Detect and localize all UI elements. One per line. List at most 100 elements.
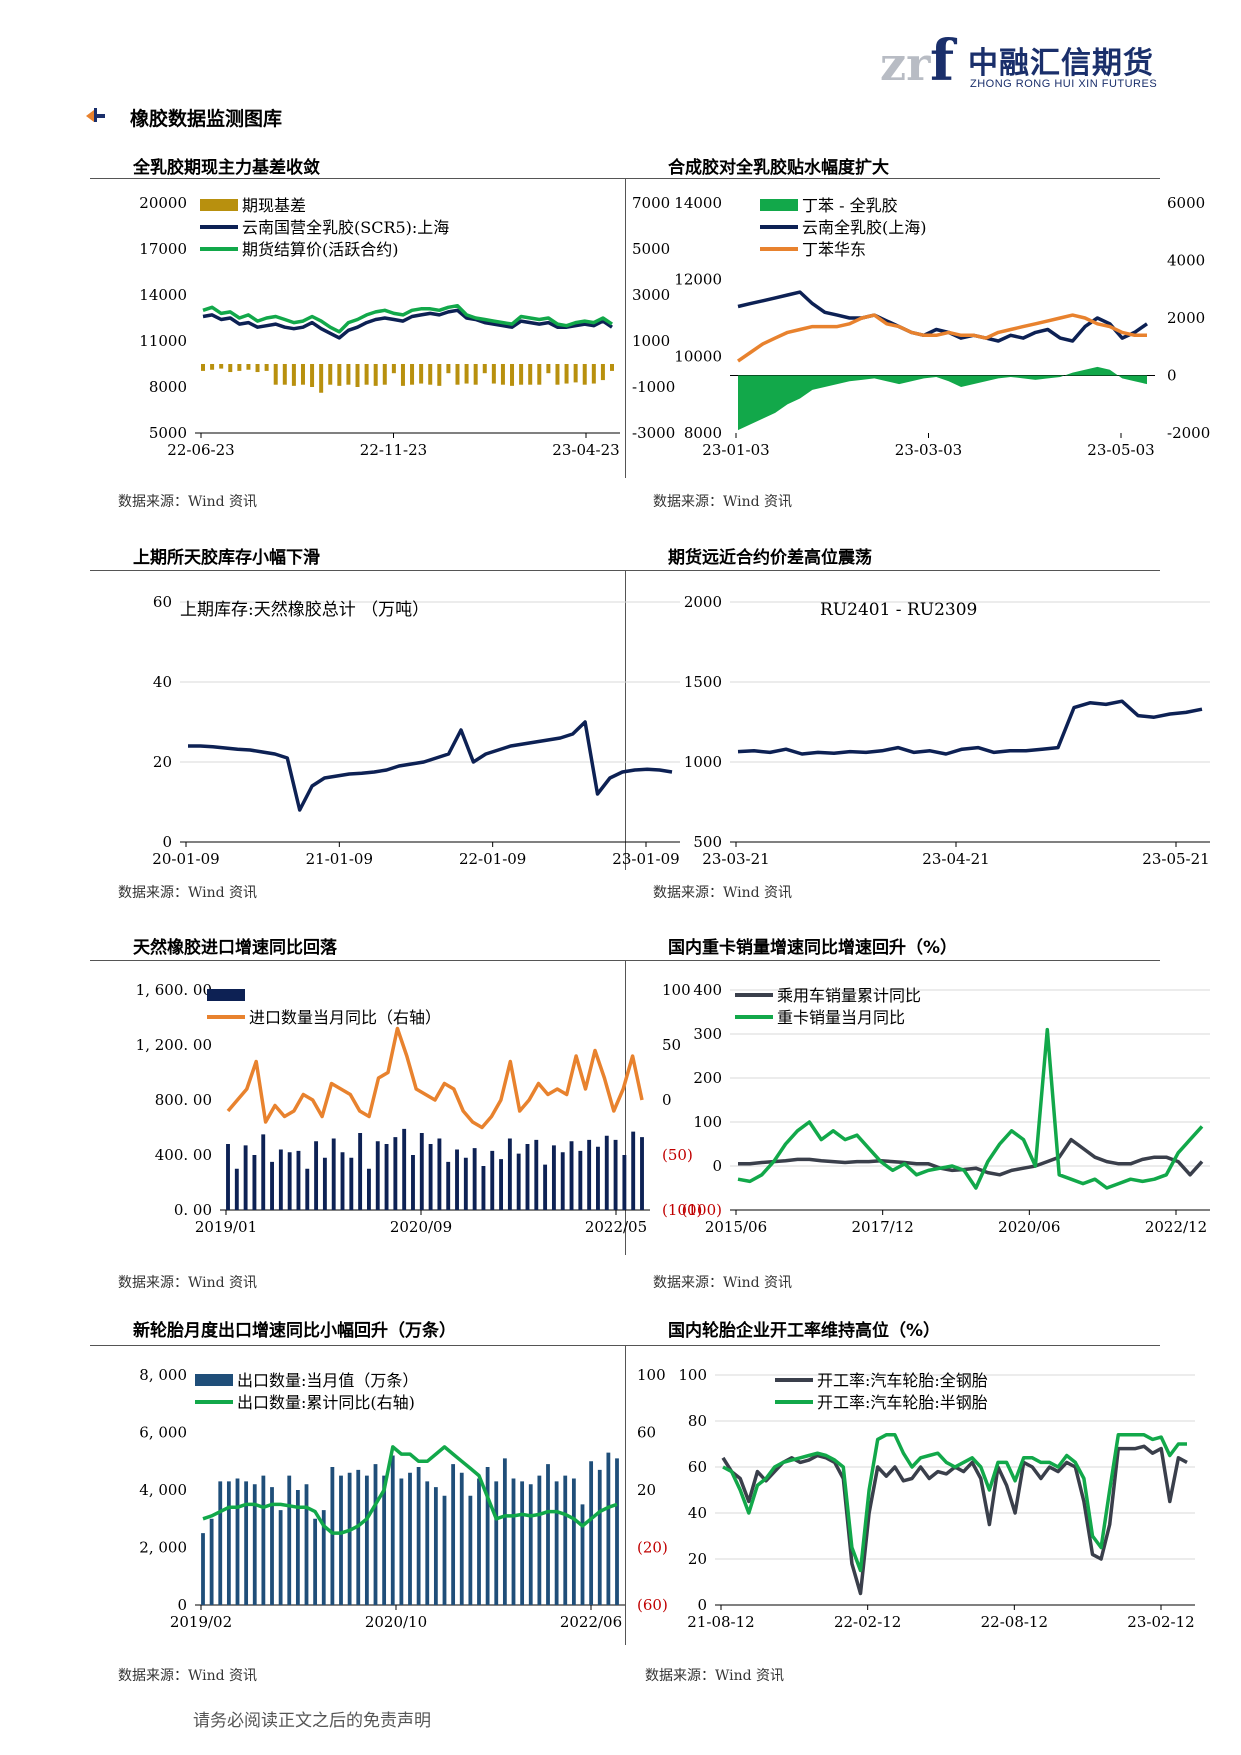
chart-title-8: 国内轮胎企业开工率维持高位（%） (668, 1321, 941, 1341)
bar-mark (319, 364, 324, 393)
legend-label: 乘用车销量累计同比 (777, 986, 921, 1005)
bar-mark (321, 1510, 326, 1605)
y-tick-label: 14000 (139, 286, 187, 304)
y2-tick-label: 3000 (632, 286, 670, 304)
bar-mark (330, 1467, 335, 1605)
data-source: 数据来源：Wind 资讯 (118, 885, 258, 901)
bar-mark (339, 1475, 343, 1605)
y-tick-label: 500 (693, 833, 722, 851)
bar-mark (442, 1495, 447, 1605)
bar-mark (296, 1150, 301, 1210)
bar-mark (597, 1469, 602, 1605)
bar-mark (356, 1469, 361, 1605)
data-source: 数据来源：Wind 资讯 (653, 494, 793, 510)
chart-title-3: 上期所天胶库存小幅下滑 (133, 548, 320, 568)
bar-mark (399, 1478, 404, 1605)
x-tick-label: 21-01-09 (306, 850, 373, 868)
chart-title-1: 全乳胶期现主力基差收敛 (133, 158, 320, 178)
y2-tick-label: -2000 (1167, 424, 1210, 442)
bar-mark (300, 364, 305, 385)
legend-label: 出口数量:累计同比(右轴) (237, 1393, 415, 1412)
chart-tire-utilization: 100 80 60 40 20 021-08-12 22-02-12 22-08-12 23-0… (678, 1366, 1195, 1631)
y2-tick-label: 0 (1167, 367, 1177, 385)
bar-mark (525, 1144, 530, 1210)
bar-mark (270, 1487, 274, 1605)
bar-mark (555, 364, 560, 385)
bar-mark (580, 1504, 585, 1605)
y-tick-label: 0 (177, 1596, 187, 1614)
y-tick-label: 20 (153, 753, 172, 771)
bar-mark (463, 1157, 468, 1210)
bar-mark (322, 1157, 327, 1210)
chart-basis: 20000 17000 14000 11000 8000 5000 7000 5000 3000… (139, 194, 675, 459)
bar-mark (437, 364, 442, 386)
y2-tick-label: 1000 (632, 332, 670, 350)
bar-mark (554, 1481, 559, 1605)
bar-mark (528, 364, 533, 385)
bar-mark (425, 1481, 430, 1605)
y-tick-label: 0. 00 (174, 1201, 212, 1219)
series-line (202, 303, 613, 334)
x-tick-label: 22-11-23 (360, 441, 427, 459)
x-tick-label: 23-03-03 (895, 441, 962, 459)
bar-mark (613, 1139, 618, 1210)
section-title: 橡胶数据监测图库 (130, 108, 283, 130)
logo-text: 中融汇信期货 (968, 46, 1154, 81)
bar-mark (482, 364, 487, 374)
y-tick-label: 0 (712, 1157, 722, 1175)
data-source: 数据来源：Wind 资讯 (653, 885, 793, 901)
bar-mark (416, 1467, 421, 1605)
bar-mark (511, 1478, 516, 1605)
bar-mark (468, 1495, 473, 1605)
x-tick-label: 2020/06 (998, 1218, 1060, 1236)
bar-mark (408, 1472, 412, 1605)
y-tick-label: 1000 (684, 753, 722, 771)
y-tick-label: 14000 (674, 194, 722, 212)
legend-label: 开工率:汽车轮胎:半钢胎 (817, 1393, 988, 1412)
y-tick-label: 5000 (149, 424, 187, 442)
bar-mark (304, 1484, 309, 1605)
bar-mark (596, 1146, 600, 1210)
legend-swatch (760, 199, 798, 211)
bar-mark (477, 1478, 481, 1605)
y2-tick-label: 2000 (1167, 309, 1205, 327)
bar-mark (218, 1481, 223, 1605)
bar-mark (382, 1475, 387, 1605)
x-tick-label: 23-05-21 (1142, 850, 1209, 868)
bar-mark (244, 1481, 249, 1605)
bar-mark (609, 364, 615, 371)
y2-tick-label: 7000 (632, 194, 670, 212)
bar-mark (411, 1155, 415, 1210)
x-tick-label: 2022/05 (585, 1218, 647, 1236)
bar-mark (622, 1155, 627, 1210)
y2-tick-label: 0 (662, 1091, 672, 1109)
bar-mark (455, 364, 460, 385)
x-tick-label: 23-02-12 (1127, 1613, 1194, 1631)
chart-title-2: 合成胶对全乳胶贴水幅度扩大 (668, 158, 889, 178)
x-tick-label: 2022/06 (560, 1613, 622, 1631)
data-source: 数据来源：Wind 资讯 (645, 1668, 785, 1684)
bar-mark (226, 1144, 230, 1210)
data-source: 数据来源：Wind 资讯 (118, 494, 258, 510)
bar-mark (528, 1484, 533, 1605)
y-tick-label: 2000 (684, 593, 722, 611)
bar-mark (209, 1518, 214, 1605)
bar-mark (543, 1164, 548, 1210)
bar-mark (235, 1478, 240, 1605)
bar-mark (564, 364, 569, 384)
y2-tick-label: (20) (637, 1539, 668, 1557)
x-tick-label: 2017/12 (852, 1218, 914, 1236)
bar-mark (569, 1141, 574, 1210)
bar-mark (537, 1475, 542, 1605)
y-tick-label: 0 (162, 833, 172, 851)
legend-swatch (207, 989, 245, 1001)
bar-mark (546, 1464, 550, 1605)
y-tick-label: 200 (693, 1069, 722, 1087)
bar-mark (375, 1141, 380, 1210)
bar-mark (313, 1518, 318, 1605)
bar-mark (355, 364, 360, 387)
x-tick-label: 23-04-21 (922, 850, 989, 868)
bar-mark (305, 1168, 310, 1210)
chart-title-4: 期货远近合约价差高位震荡 (668, 548, 872, 568)
bar-mark (252, 1155, 257, 1210)
